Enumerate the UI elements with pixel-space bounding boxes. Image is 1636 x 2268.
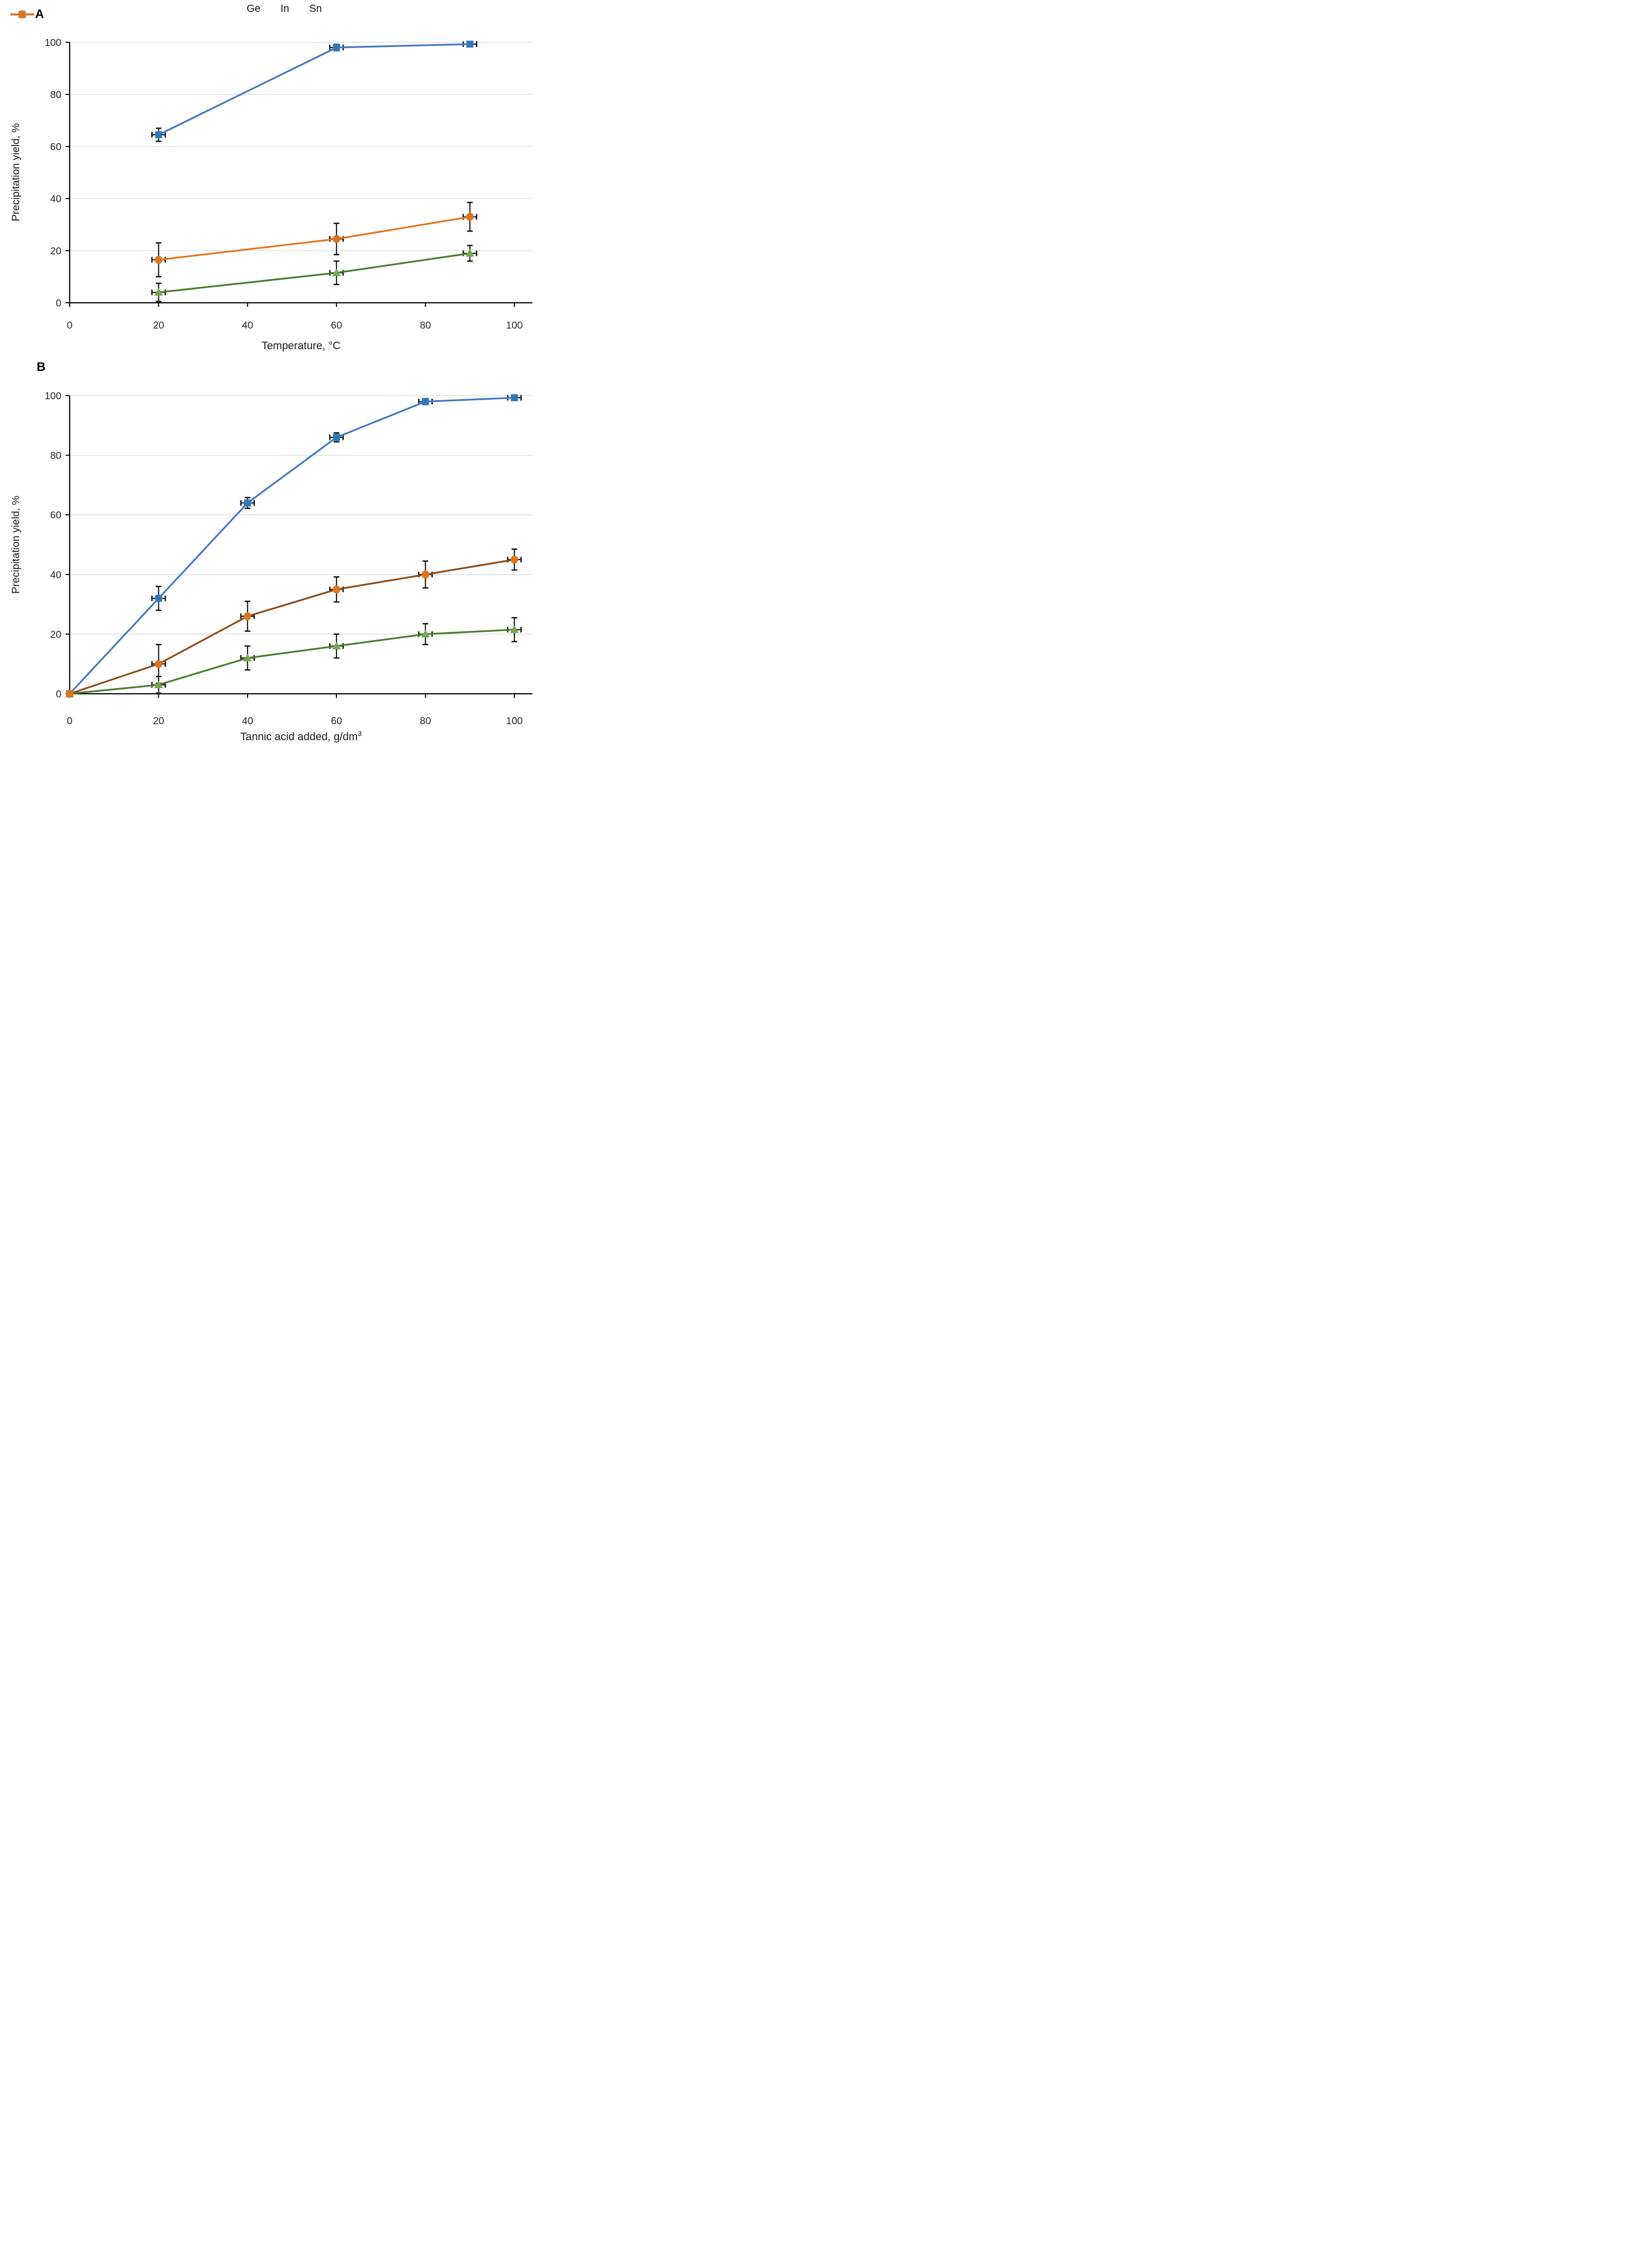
chart-legend: Ge In Sn <box>10 3 545 19</box>
svg-text:80: 80 <box>420 320 431 331</box>
svg-text:60: 60 <box>50 510 61 521</box>
x-axis-title-a: Temperature, °C <box>70 340 532 352</box>
svg-text:100: 100 <box>44 37 61 48</box>
panel-label-b: B <box>37 360 46 374</box>
svg-text:60: 60 <box>331 320 342 331</box>
figure-page: Ge In Sn A B Precipitation yield, % Prec… <box>0 0 545 756</box>
x-axis-title-b-superscript: 3 <box>358 729 362 738</box>
svg-text:0: 0 <box>56 298 61 309</box>
svg-text:40: 40 <box>242 320 253 331</box>
svg-text:80: 80 <box>50 450 61 462</box>
svg-text:80: 80 <box>420 715 431 727</box>
svg-text:20: 20 <box>153 715 165 727</box>
x-axis-title-b-text: Tannic acid added, g/dm <box>240 731 358 743</box>
svg-text:0: 0 <box>56 689 61 700</box>
chart-a-plot: 0 20 40 60 80 100 0 20 40 60 80 100 <box>44 37 532 331</box>
chart-b-plot: 0 20 40 60 80 100 0 20 40 60 80 100 <box>44 390 532 727</box>
legend-label-sn: Sn <box>309 3 322 14</box>
svg-text:40: 40 <box>50 569 61 581</box>
legend-item-sn: Sn <box>10 3 322 19</box>
legend-label-ge: Ge <box>247 3 261 14</box>
x-axis-title-a-text: Temperature, °C <box>261 340 341 352</box>
legend-label-in: In <box>280 3 289 14</box>
svg-text:100: 100 <box>506 715 523 727</box>
x-axis-title-b: Tannic acid added, g/dm3 <box>70 729 532 743</box>
svg-text:40: 40 <box>50 193 61 205</box>
svg-text:80: 80 <box>50 89 61 101</box>
svg-text:60: 60 <box>331 715 342 727</box>
svg-text:100: 100 <box>506 320 523 331</box>
panel-label-a: A <box>35 7 44 21</box>
svg-text:20: 20 <box>50 629 61 640</box>
svg-text:0: 0 <box>67 715 73 727</box>
svg-text:20: 20 <box>153 320 165 331</box>
svg-text:60: 60 <box>50 141 61 153</box>
svg-text:20: 20 <box>50 246 61 257</box>
svg-text:40: 40 <box>242 715 253 727</box>
svg-text:100: 100 <box>44 390 61 402</box>
svg-text:0: 0 <box>67 320 73 331</box>
